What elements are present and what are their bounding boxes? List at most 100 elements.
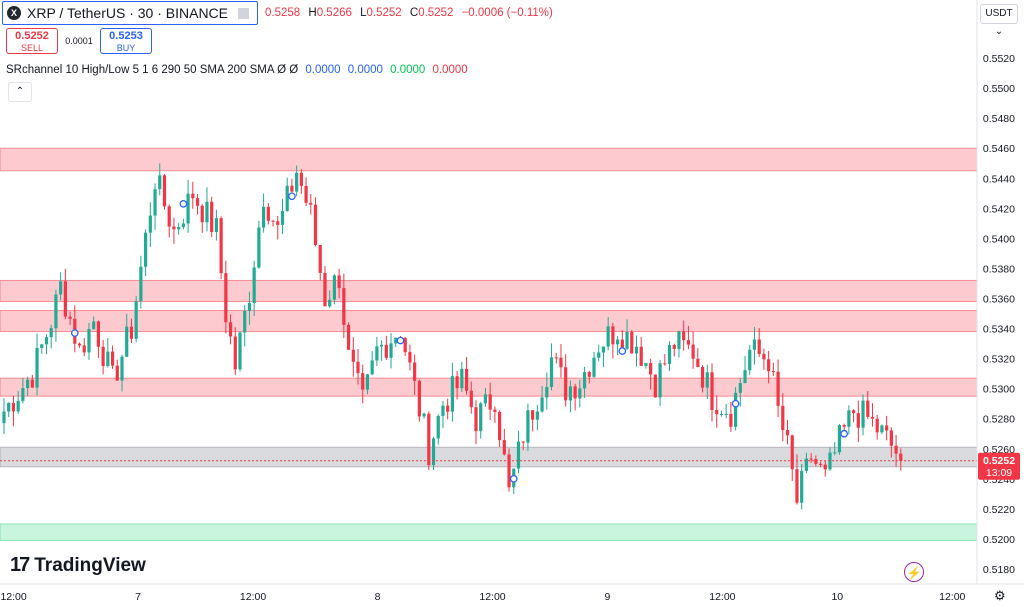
candle-body — [464, 368, 469, 391]
candle-body — [417, 380, 421, 417]
candle-body — [252, 267, 256, 304]
candle-body — [795, 469, 799, 503]
zone-red-0 — [0, 147, 978, 172]
candle-body — [162, 175, 167, 207]
x-axis[interactable]: 12:00 7 12:00 8 12:00 9 12:00 10 12:00 — [0, 591, 965, 603]
tradingview-mark-icon: 17 — [10, 554, 30, 576]
symbol-selector[interactable]: X XRP / TetherUS · 30 · BINANCE — [2, 1, 258, 25]
candle-body — [214, 218, 218, 232]
signal-marker[interactable] — [288, 192, 296, 201]
indicator-value-3: 0.0000 — [390, 64, 426, 76]
signal-marker[interactable] — [618, 347, 627, 355]
y-axis[interactable]: 0.5520 0.5500 0.5480 0.5460 0.5440 0.5420 0.54… — [983, 53, 1015, 576]
last-price-label: 0.5252 13:09 — [978, 452, 1020, 480]
candle-body — [507, 454, 511, 488]
candle-body — [49, 328, 53, 338]
candle-body — [790, 435, 794, 470]
zone-red-3 — [0, 377, 978, 397]
candle-body — [77, 343, 82, 346]
y-tick-label: 0.5280 — [983, 414, 1015, 426]
candle-body — [677, 331, 681, 349]
candle-body — [653, 374, 657, 398]
y-tick-label: 0.5260 — [983, 444, 1015, 456]
collapse-legend-button[interactable]: ⌃ — [8, 82, 32, 102]
candle-body — [578, 388, 582, 399]
candle-body — [125, 326, 129, 357]
y-tick-label: 0.5520 — [983, 53, 1015, 65]
candle-body — [894, 445, 898, 454]
indicator-legend[interactable]: SRchannel 10 High/Low 5 1 6 290 50 SMA 2… — [6, 64, 468, 76]
y-tick-label: 0.5220 — [983, 504, 1015, 516]
zone-red-2 — [0, 310, 978, 333]
signal-marker[interactable] — [840, 429, 849, 438]
candle-body — [568, 386, 572, 401]
candle-body — [748, 349, 752, 371]
buy-button[interactable]: 0.5253 BUY — [100, 28, 152, 54]
candle-body — [554, 357, 558, 359]
candle-body — [870, 416, 875, 419]
ohlc-change: −0.0006 (−0.11%) — [461, 7, 553, 19]
candle-body — [30, 379, 34, 388]
sell-price: 0.5252 — [15, 30, 49, 42]
candle-body — [337, 275, 341, 289]
candle-body — [649, 363, 653, 375]
symbol-title[interactable]: XRP / TetherUS · 30 · BINANCE — [27, 5, 228, 21]
candle-body — [734, 392, 738, 427]
candle-body — [129, 326, 134, 339]
candle-body — [587, 372, 591, 377]
candle-body — [16, 400, 20, 412]
flag-icon[interactable] — [238, 7, 249, 19]
candle-body — [762, 353, 766, 360]
candle-body — [144, 232, 148, 267]
candle-body — [625, 331, 629, 349]
candle-body — [295, 172, 299, 192]
signal-marker[interactable] — [70, 329, 79, 337]
last-price-countdown: 13:09 — [986, 467, 1012, 479]
candle-body — [195, 198, 200, 206]
zone-green-5 — [0, 523, 978, 541]
candle-body — [26, 379, 30, 389]
markers-layer — [70, 192, 849, 483]
lightning-icon[interactable]: ⚡ — [904, 562, 924, 582]
ohlc-low-label: L — [360, 7, 367, 19]
candle-body — [743, 370, 747, 384]
signal-marker[interactable] — [396, 336, 405, 345]
candle-body — [852, 410, 856, 414]
indicator-name[interactable]: SRchannel 10 High/Low 5 1 6 290 50 SMA 2… — [6, 64, 299, 76]
candle-body — [299, 172, 303, 186]
signal-marker[interactable] — [509, 474, 518, 483]
x-tick-label: 12:00 — [240, 591, 266, 603]
candle-body — [351, 349, 355, 362]
last-price-value: 0.5252 — [983, 455, 1015, 467]
candle-body — [601, 346, 606, 353]
y-tick-label: 0.5420 — [983, 203, 1015, 215]
candle-body — [771, 371, 775, 373]
candle-body — [96, 321, 100, 347]
signal-marker[interactable] — [179, 199, 188, 208]
candle-body — [531, 410, 535, 420]
buy-label: BUY — [116, 43, 136, 53]
candle-body — [814, 459, 818, 464]
candle-body — [880, 425, 884, 433]
candle-body — [427, 413, 431, 466]
candle-body — [313, 204, 318, 246]
candle-body — [7, 402, 11, 412]
currency-selector[interactable]: USDT ⌄ — [980, 4, 1018, 37]
signal-marker[interactable] — [731, 399, 740, 408]
candle-body — [238, 332, 242, 370]
candle-body — [87, 329, 91, 353]
candle-body — [776, 371, 780, 406]
candle-body — [106, 351, 110, 366]
candle-body — [247, 303, 252, 311]
candle-body — [153, 189, 157, 216]
candle-body — [323, 272, 327, 307]
tradingview-logo[interactable]: 17 TradingView — [10, 554, 146, 577]
candle-body — [573, 386, 577, 399]
candle-body — [885, 425, 889, 431]
candle-body — [856, 413, 860, 428]
candle-body — [616, 339, 620, 345]
sell-button[interactable]: 0.5252 SELL — [6, 28, 58, 54]
settings-gear-icon[interactable]: ⚙ — [994, 588, 1006, 603]
candle-body — [738, 383, 742, 393]
